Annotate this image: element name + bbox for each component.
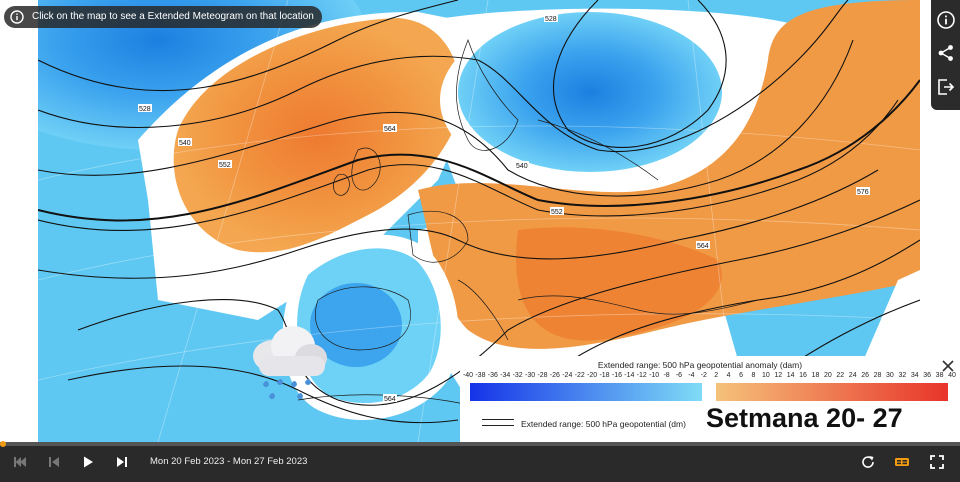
close-legend-button[interactable]: [941, 359, 955, 373]
contour-label: 552: [219, 162, 231, 169]
timeline-scrubber[interactable]: [0, 441, 6, 447]
legend-tick-label: 20: [823, 372, 832, 379]
info-icon: [937, 11, 955, 29]
play-icon: [84, 456, 93, 468]
contour-label: 528: [545, 16, 557, 23]
contour-label: 564: [384, 126, 396, 133]
skip-start-icon: [14, 457, 26, 467]
legend-cold-bar: [470, 383, 702, 401]
share-button[interactable]: [936, 43, 956, 63]
step-forward-icon: [117, 457, 127, 467]
legend-tick-label: -36: [487, 372, 498, 379]
anomaly-warm-atlantic: [173, 18, 461, 253]
timeline-progress[interactable]: [0, 441, 960, 447]
contour-label: 528: [139, 106, 151, 113]
loop-button[interactable]: [860, 454, 876, 470]
anomaly-cold-scandinavia: [458, 12, 722, 172]
contour-label: 576: [857, 189, 869, 196]
previous-step-button[interactable]: [46, 454, 62, 470]
legend-tick-label: -6: [675, 372, 683, 379]
legend-tick-label: -26: [549, 372, 560, 379]
legend-tick-label: 40: [948, 372, 956, 379]
legend-tick-label: -14: [624, 372, 635, 379]
contour-line-sample: [482, 419, 514, 426]
legend-tick-label: -4: [688, 372, 695, 379]
legend-tick-label: 16: [799, 372, 807, 379]
fullscreen-icon: [930, 455, 944, 469]
legend-tick-label: 28: [873, 372, 882, 379]
legend-tick-label: -30: [524, 372, 536, 379]
info-icon: [10, 10, 24, 24]
legend-tick-label: 4: [726, 372, 731, 379]
legend-tick-label: 8: [751, 372, 756, 379]
legend-tick-label: -34: [500, 372, 511, 379]
legend-title: Extended range: 500 hPa geopotential ano…: [597, 360, 803, 370]
timeline-bar: Mon 20 Feb 2023 - Mon 27 Feb 2023: [0, 441, 960, 482]
contour-label: 564: [697, 243, 709, 250]
export-icon: [938, 79, 955, 95]
week-label: Setmana 20- 27: [706, 403, 903, 433]
legend-warm-bar: [716, 383, 948, 401]
legend-tick-label: 18: [811, 372, 820, 379]
layers-button[interactable]: [894, 454, 910, 470]
legend-tick-label: -12: [636, 372, 647, 379]
legend-line-label: Extended range: 500 hPa geopotential (dm…: [521, 419, 686, 429]
legend-tick-label: -8: [663, 372, 670, 379]
rain-cloud-icon: [245, 322, 335, 406]
legend-panel: Extended range: 500 hPa geopotential ano…: [460, 356, 960, 442]
legend-tick-label: 30: [886, 372, 894, 379]
map-tooltip: Click on the map to see a Extended Meteo…: [4, 6, 322, 28]
contour-labels: 528 540 552 552 564 564 564 576 540 528: [138, 14, 870, 403]
contour-label: 552: [551, 209, 563, 216]
legend-tick-label: 36: [923, 372, 932, 379]
legend-tick-label: -16: [611, 372, 622, 379]
right-toolbar: [931, 0, 960, 110]
legend-tick-label: 32: [898, 372, 907, 379]
legend-tick-label: 14: [786, 372, 795, 379]
legend-tick-label: 6: [739, 372, 743, 379]
legend-tick-label: 34: [910, 372, 919, 379]
legend-tick-label: 10: [761, 372, 770, 379]
legend-tick-label: -2: [700, 372, 707, 379]
legend-tick-label: 12: [774, 372, 783, 379]
legend-tick-label: -28: [537, 372, 548, 379]
layers-icon: [895, 458, 909, 466]
legend-tick-label: -32: [512, 372, 523, 379]
next-step-button[interactable]: [114, 454, 130, 470]
legend-tick-label: -10: [649, 372, 660, 379]
loop-icon: [862, 456, 874, 468]
legend-tick-label: -18: [599, 372, 610, 379]
contour-label: 564: [384, 396, 396, 403]
legend-ticks: -40 -38 -36 -34 -32 -30 -28 -26 -24 -22 -20 -18 -16-…: [463, 372, 956, 382]
legend-tick-label: -40: [462, 372, 474, 379]
legend-tick-label: 24: [848, 372, 857, 379]
legend-tick-label: 26: [861, 372, 870, 379]
export-button[interactable]: [936, 77, 956, 97]
info-button[interactable]: [936, 10, 956, 30]
legend-tick-label: 38: [935, 372, 944, 379]
legend-tick-label: -22: [574, 372, 585, 379]
contour-label: 540: [179, 140, 191, 147]
share-icon: [938, 45, 953, 61]
legend-tick-label: -24: [562, 372, 573, 379]
tooltip-text: Click on the map to see a Extended Meteo…: [32, 11, 314, 22]
step-back-icon: [49, 457, 59, 467]
play-button[interactable]: [80, 454, 96, 470]
fullscreen-button[interactable]: [929, 454, 945, 470]
close-icon: [942, 360, 954, 372]
legend-tick-label: 22: [836, 372, 845, 379]
timeline-dates: Mon 20 Feb 2023 - Mon 27 Feb 2023: [150, 456, 308, 467]
legend-tick-label: -38: [475, 372, 486, 379]
contour-label: 540: [516, 163, 528, 170]
legend-tick-label: 2: [714, 372, 719, 379]
legend-tick-label: -20: [587, 372, 598, 379]
skip-to-start-button[interactable]: [12, 454, 28, 470]
